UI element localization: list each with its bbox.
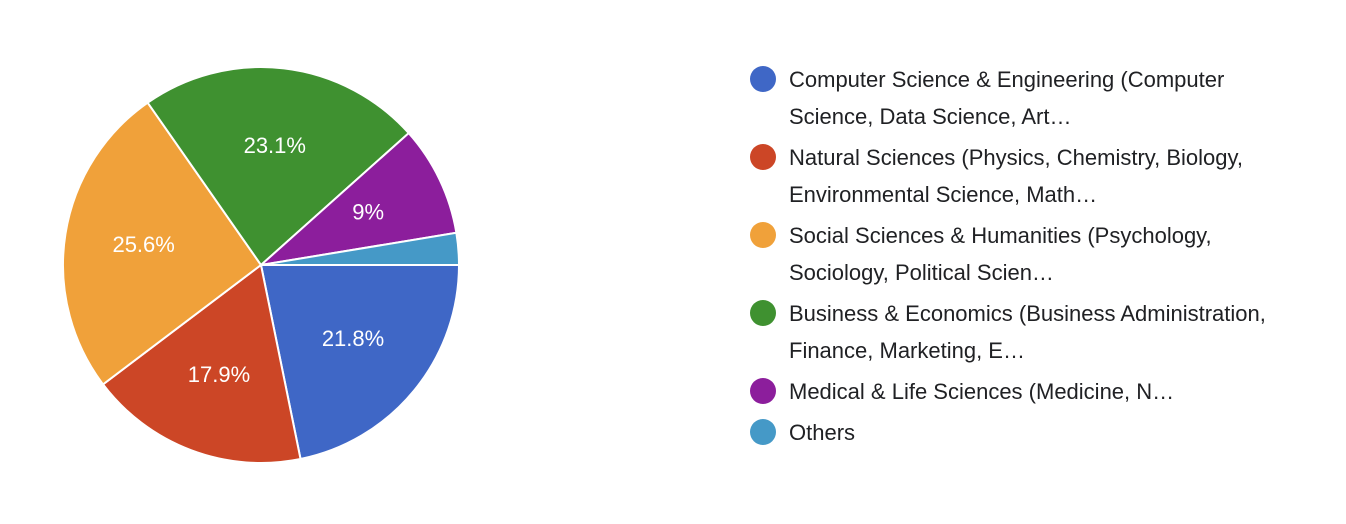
legend-entry: Computer Science & Engineering (Computer… — [750, 61, 1267, 135]
slice-label: 23.1% — [244, 133, 306, 158]
legend-entry: Social Sciences & Humanities (Psychology… — [750, 217, 1267, 291]
pie-slice — [62, 101, 263, 386]
slice-label: 25.6% — [112, 232, 174, 257]
legend-label: Social Sciences & Humanities (Psychology… — [789, 223, 1212, 285]
pie-chart: 21.8% 17.9% 25.6% 23.1% 9% — [62, 66, 461, 464]
pie-slice — [260, 231, 461, 266]
legend: Computer Science & Engineering (Computer… — [750, 61, 1270, 455]
legend-marker — [750, 66, 776, 92]
pie-slice — [259, 264, 461, 461]
legend-marker — [750, 419, 776, 445]
legend-entry: Medical & Life Sciences (Medicine, N… — [750, 373, 1267, 410]
pie-slice — [257, 131, 458, 267]
legend-label: Business & Economics (Business Administr… — [789, 301, 1266, 363]
pie-slice — [101, 263, 302, 464]
legend-marker — [750, 144, 776, 170]
legend-entry: Natural Sciences (Physics, Chemistry, Bi… — [750, 139, 1267, 213]
legend-marker — [750, 378, 776, 404]
legend-entry: Business & Economics (Business Administr… — [750, 295, 1267, 369]
slice-label: 9% — [352, 200, 384, 225]
slice-label: 21.8% — [322, 326, 384, 351]
legend-marker — [750, 222, 776, 248]
pie-slice — [146, 66, 411, 267]
legend-label: Computer Science & Engineering (Computer… — [789, 67, 1225, 129]
legend-label: Medical & Life Sciences (Medicine, N… — [789, 379, 1175, 404]
legend-marker — [750, 300, 776, 326]
legend-label: Natural Sciences (Physics, Chemistry, Bi… — [789, 145, 1243, 207]
legend-label: Others — [789, 420, 856, 445]
slice-label: 17.9% — [188, 362, 250, 387]
legend-entry: Others — [750, 414, 1267, 451]
